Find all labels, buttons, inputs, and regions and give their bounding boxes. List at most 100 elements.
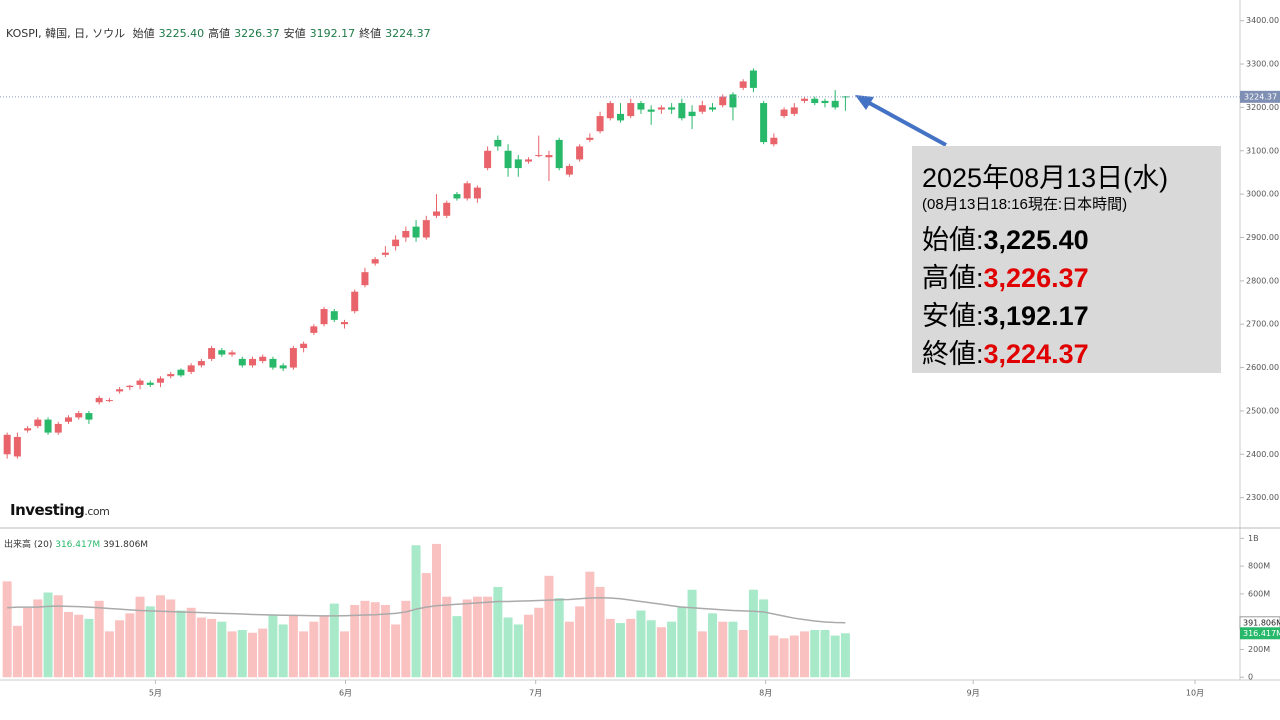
volume-bar — [708, 613, 718, 678]
candle-body — [361, 272, 369, 286]
volume-bar — [145, 606, 155, 678]
candle-body — [381, 252, 389, 255]
logo-brand: Investing — [10, 501, 85, 519]
y-tick-label: 3300.00 — [1246, 60, 1279, 69]
candle-body — [279, 365, 287, 369]
candle-body — [555, 139, 563, 169]
volume-bar — [524, 614, 534, 678]
field-value: 3225.40 — [158, 27, 205, 40]
candle-body — [565, 165, 573, 175]
volume-bar — [74, 614, 84, 678]
volume-bar — [830, 635, 840, 678]
candle-body — [525, 159, 533, 162]
y-tick-label: 2500.00 — [1246, 406, 1279, 415]
annotation-label: 高値: — [922, 263, 984, 293]
annotation-row: 安値:3,192.17 — [922, 294, 1089, 333]
volume-ma-value: 391.806M — [103, 540, 149, 550]
volume-bar — [769, 635, 779, 678]
field-label: 終値 — [359, 27, 382, 40]
volume-bar — [534, 607, 544, 678]
candle-body — [760, 103, 768, 143]
candle-body — [729, 94, 737, 108]
volume-bar — [319, 616, 329, 678]
volume-bar — [421, 573, 431, 678]
arrow-head — [855, 95, 874, 110]
volume-bar — [94, 600, 104, 678]
candle-body — [351, 291, 359, 312]
candle-body — [627, 103, 635, 117]
symbol: KOSPI, 韓国, 日, ソウル — [6, 27, 126, 40]
candle-body — [412, 226, 420, 238]
volume-ma-line — [7, 597, 846, 624]
candle-body — [167, 374, 175, 377]
field-label: 高値 — [208, 27, 231, 40]
volume-bar — [196, 617, 206, 678]
volume-bar — [677, 606, 687, 678]
candle-body — [606, 103, 614, 119]
candle-body — [596, 116, 604, 132]
candle-body — [34, 419, 42, 427]
candle-body — [739, 81, 747, 88]
volume-bar — [667, 621, 677, 678]
candle-body — [13, 436, 21, 457]
v-tick-label: 1B — [1248, 534, 1259, 543]
candle-body — [269, 358, 277, 368]
candle-body — [749, 70, 757, 88]
last-price-tag — [1240, 90, 1280, 103]
candle-body — [300, 343, 308, 349]
candle-body — [484, 150, 492, 169]
volume-bar — [299, 631, 309, 678]
volume-bar — [186, 607, 196, 678]
volume-bar — [687, 589, 697, 678]
annotation-box: 2025年08月13日(水) (08月13日18:16現在:日本時間) 始値:3… — [912, 146, 1221, 373]
volume-bar — [309, 621, 319, 678]
y-tick-label: 2900.00 — [1246, 233, 1279, 242]
candle-body — [95, 397, 103, 403]
volume-bar — [616, 623, 626, 678]
volume-bar — [329, 603, 339, 678]
annotation-label: 終値: — [922, 339, 984, 369]
candle-body — [259, 356, 267, 362]
volume-bar — [595, 586, 605, 678]
v-tick-label: 0 — [1248, 673, 1253, 682]
volume-bar — [115, 620, 125, 678]
volume-bar — [43, 592, 53, 678]
candle-body — [453, 194, 461, 199]
field-value: 3224.37 — [385, 27, 431, 40]
candle-body — [709, 107, 717, 110]
volume-bar — [503, 617, 513, 678]
y-tick-label: 2300.00 — [1246, 493, 1279, 502]
x-tick-label: 10月 — [1186, 689, 1204, 698]
candle-body — [719, 96, 727, 106]
volume-bar — [258, 628, 268, 678]
volume-bar — [564, 621, 574, 678]
x-tick-label: 9月 — [967, 689, 980, 698]
volume-bar — [810, 630, 820, 678]
volume-bar — [411, 545, 421, 678]
volume-bar — [350, 605, 360, 678]
candle-body — [44, 419, 52, 433]
candle-body — [545, 155, 553, 158]
candle-body — [402, 230, 410, 238]
volume-bar — [268, 614, 278, 678]
annotation-label: 始値: — [922, 225, 984, 255]
candle-body — [678, 103, 686, 119]
volume-bar — [391, 624, 401, 678]
volume-bar — [840, 633, 850, 678]
volume-bar — [135, 596, 145, 678]
volume-bar — [718, 621, 728, 678]
candle-body — [831, 100, 839, 108]
logo: Investing.com — [10, 501, 110, 519]
candle-body — [688, 111, 696, 117]
volume-bar — [636, 610, 646, 678]
volume-bar — [697, 631, 707, 678]
candle-body — [586, 137, 594, 140]
candle-body — [392, 239, 400, 247]
volume-bar — [207, 618, 217, 678]
candle-body — [637, 103, 645, 110]
volume-bar — [554, 598, 564, 678]
x-tick-label: 6月 — [339, 689, 352, 698]
volume-bar — [166, 599, 176, 678]
candle-body — [330, 311, 338, 320]
